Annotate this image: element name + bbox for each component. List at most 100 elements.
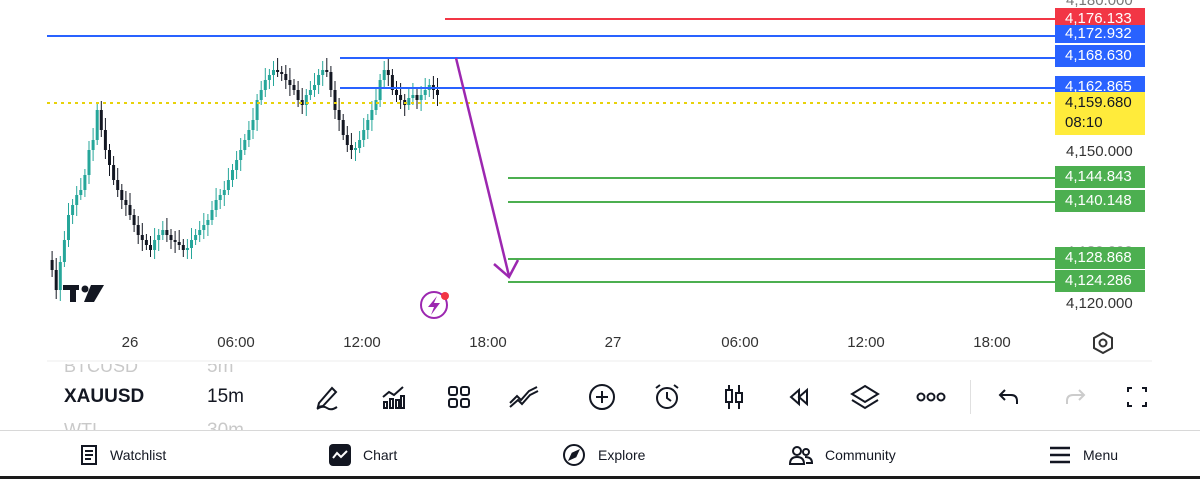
candle-body	[317, 75, 321, 85]
chart-area[interactable]: 4,180.000 4,150.000 4,130.000 4,120.000 …	[0, 0, 1200, 434]
candle-body	[308, 90, 312, 95]
candle-body	[284, 74, 288, 80]
nav-chart[interactable]: Chart	[329, 431, 397, 479]
candle-body	[161, 230, 165, 235]
candles-icon[interactable]	[717, 380, 751, 414]
candle-body	[99, 110, 103, 130]
axis-price-4150: 4,150.000	[1066, 143, 1133, 160]
candle-body	[235, 160, 239, 170]
flash-icon[interactable]	[420, 291, 449, 319]
candle-body	[173, 240, 177, 242]
add-icon[interactable]	[585, 380, 619, 414]
time-tick-1200: 12:00	[343, 334, 381, 351]
candle-body	[50, 260, 54, 270]
nav-menu-label: Menu	[1083, 447, 1119, 463]
pencil-icon[interactable]	[310, 380, 344, 414]
candle-body	[300, 100, 304, 105]
candle-body	[345, 135, 349, 145]
candle-body	[374, 100, 378, 110]
symbol-xauusd[interactable]: XAUUSD	[64, 386, 145, 407]
redo-icon[interactable]	[1058, 380, 1092, 414]
time-tick-1800-b: 18:00	[973, 334, 1011, 351]
candle-body	[153, 240, 157, 250]
candle-body	[419, 95, 423, 100]
candle-body	[341, 120, 345, 135]
symbol-btcusd[interactable]: BTCUSD	[64, 356, 139, 376]
price-label-green-3: 4,128.868	[1055, 247, 1145, 269]
more-icon[interactable]	[914, 380, 948, 414]
candle-body	[95, 110, 99, 140]
menu-icon	[1050, 446, 1070, 464]
candle-body	[112, 165, 116, 180]
candle-body	[370, 110, 374, 120]
fullscreen-icon[interactable]	[1122, 380, 1152, 414]
candle-body	[71, 205, 75, 215]
price-label-green-2: 4,140.148	[1055, 190, 1145, 212]
nav-explore[interactable]: Explore	[562, 431, 645, 479]
candle-body	[54, 270, 58, 290]
timeframe-btcusd[interactable]: 5m	[207, 356, 234, 377]
candle-body	[382, 70, 386, 80]
time-tick-0600: 06:00	[217, 334, 255, 351]
candle-body	[214, 200, 218, 210]
time-tick-1800: 18:00	[469, 334, 507, 351]
candle-body	[83, 175, 87, 190]
candle-body	[75, 195, 79, 205]
candle-body	[313, 85, 316, 90]
candle-body	[337, 110, 341, 120]
candle-body	[267, 75, 271, 80]
candle-body	[333, 90, 337, 110]
layers-icon[interactable]	[848, 380, 882, 414]
candle-body	[390, 75, 394, 90]
candle-body	[251, 120, 255, 130]
candle-body	[296, 90, 300, 100]
candle-body	[321, 70, 325, 75]
price-label-green-4: 4,124.286	[1055, 270, 1145, 292]
candle-body	[157, 235, 161, 240]
candle-body	[255, 100, 259, 120]
price-chart[interactable]	[0, 0, 1200, 430]
candle-body	[247, 130, 251, 140]
nav-community[interactable]: Community	[789, 431, 896, 479]
price-label-green-1: 4,144.843	[1055, 166, 1145, 188]
candle-body	[226, 180, 230, 190]
candle-body	[231, 170, 234, 180]
axis-price-top: 4,180.000	[1066, 0, 1133, 9]
candle-body	[386, 70, 390, 75]
candle-body	[415, 95, 419, 100]
time-tick-0600-b: 06:00	[721, 334, 759, 351]
candle-body	[108, 150, 111, 165]
candle-body	[62, 240, 66, 262]
axis-price-4120: 4,120.000	[1066, 295, 1133, 312]
candle-body	[103, 130, 107, 150]
candle-body	[67, 215, 70, 240]
timeframe-xauusd[interactable]: 15m	[207, 386, 244, 407]
community-icon	[789, 446, 813, 465]
candle-body	[79, 190, 83, 195]
candle-body	[144, 240, 148, 245]
candle-body	[239, 150, 243, 160]
nav-watchlist[interactable]: Watchlist	[80, 431, 166, 479]
candle-body	[149, 245, 152, 250]
chart-settings-icon[interactable]	[1093, 331, 1113, 355]
patterns-icon[interactable]	[507, 380, 541, 414]
toolbar-divider	[970, 380, 971, 414]
candle-body	[206, 220, 210, 225]
candle-body	[198, 230, 202, 235]
rewind-icon[interactable]	[782, 380, 816, 414]
candle-body	[116, 180, 120, 190]
candles-group	[50, 58, 439, 301]
undo-icon[interactable]	[992, 380, 1026, 414]
candle-body	[288, 80, 292, 85]
candle-body	[87, 150, 91, 175]
alarm-icon[interactable]	[650, 380, 684, 414]
indicators-icon[interactable]	[376, 380, 410, 414]
candle-body	[120, 190, 124, 200]
symbol-wti[interactable]: WTI	[64, 420, 97, 433]
projection-arrow[interactable]	[454, 57, 520, 279]
candle-body	[140, 235, 144, 240]
grid-icon[interactable]	[442, 380, 476, 414]
countdown-label: 08:10	[1055, 112, 1145, 135]
nav-menu[interactable]: Menu	[1049, 431, 1118, 479]
current-price-label: 4,159.680	[1055, 92, 1145, 114]
